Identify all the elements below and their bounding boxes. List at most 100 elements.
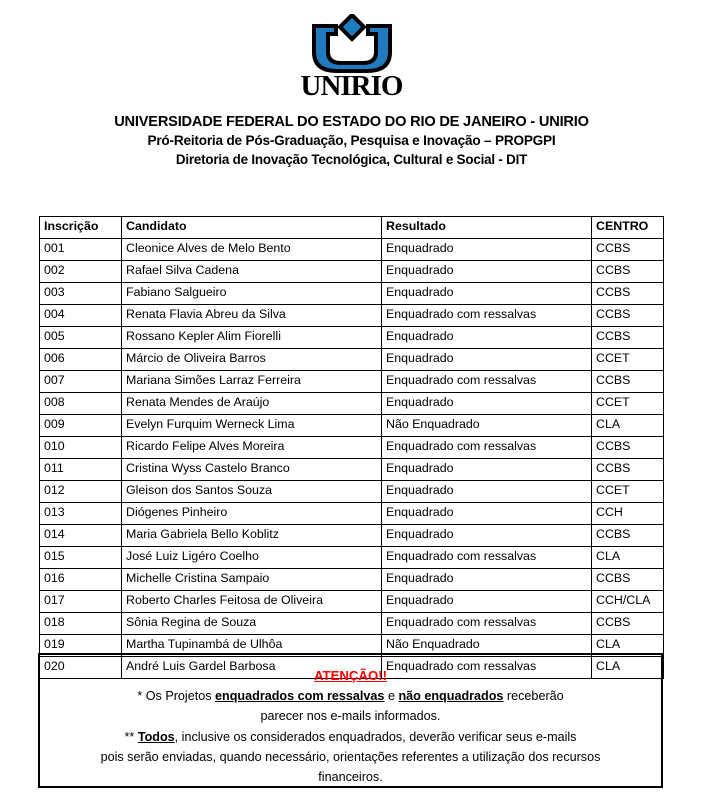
cell-inscricao: 002 [39,260,122,283]
column-header-resultado: Resultado [381,216,592,239]
cell-candidato: Rafael Silva Cadena [121,260,382,283]
unirio-wordmark: UNIRIO [300,70,404,102]
cell-resultado: Enquadrado [381,282,592,305]
results-table: Inscrição Candidato Resultado CENTRO 001… [39,216,664,679]
table-row: 002 Rafael Silva Cadena Enquadrado CCBS [39,260,664,283]
table-row: 020 André Luis Gardel Barbosa Enquadrado c… [39,656,664,679]
cell-centro: CCBS [591,304,664,327]
cell-resultado: Enquadrado [381,480,592,503]
cell-centro: CCBS [591,326,664,349]
cell-candidato: Renata Mendes de Araújo [121,392,382,415]
cell-inscricao: 016 [39,568,122,591]
cell-centro: CCET [591,480,664,503]
cell-inscricao: 004 [39,304,122,327]
cell-inscricao: 003 [39,282,122,305]
cell-inscricao: 007 [39,370,122,393]
cell-candidato: Mariana Simões Larraz Ferreira [121,370,382,393]
cell-inscricao: 013 [39,502,122,525]
cell-inscricao: 012 [39,480,122,503]
cell-resultado: Enquadrado [381,326,592,349]
cell-candidato: Ricardo Felipe Alves Moreira [121,436,382,459]
table-row: 004 Renata Flavia Abreu da Silva Enquadrad… [39,304,664,327]
cell-candidato: André Luis Gardel Barbosa [121,656,382,679]
attention-title: ATENÇÃO!! [313,668,387,683]
unirio-logo-block: UNIRIO [0,14,703,101]
cell-inscricao: 017 [39,590,122,613]
cell-centro: CCBS [591,260,664,283]
cell-centro: CCH/CLA [591,590,664,613]
cell-resultado: Enquadrado [381,238,592,261]
cell-resultado: Não Enquadrado [381,414,592,437]
cell-centro: CLA [591,414,664,437]
cell-resultado: Enquadrado [381,502,592,525]
attention-line1-part-c: e [384,688,399,703]
attention-line3-part-a: ** [124,729,138,744]
cell-centro: CLA [591,656,664,679]
cell-resultado: Enquadrado [381,568,592,591]
cell-candidato: Diógenes Pinheiro [121,502,382,525]
attention-title-row: ATENÇÃO!! [40,666,661,686]
table-row: 017 Roberto Charles Feitosa de Oliveira En… [39,590,664,613]
cell-resultado: Enquadrado com ressalvas [381,304,592,327]
cell-inscricao: 006 [39,348,122,371]
attention-line-3: ** Todos, inclusive os considerados enqu… [40,727,661,747]
attention-box: ATENÇÃO!! * Os Projetos enquadrados com … [38,653,663,788]
table-row: 015 José Luiz Ligéro Coelho Enquadrado com… [39,546,664,569]
cell-centro: CCBS [591,458,664,481]
cell-centro: CCBS [591,612,664,635]
cell-centro: CCBS [591,282,664,305]
cell-inscricao: 020 [39,656,122,679]
attention-line-5: financeiros. [318,770,383,785]
cell-resultado: Enquadrado [381,392,592,415]
table-row: 010 Ricardo Felipe Alves Moreira Enquadrad… [39,436,664,459]
cell-inscricao: 018 [39,612,122,635]
cell-candidato: Sônia Regina de Souza [121,612,382,635]
cell-inscricao: 005 [39,326,122,349]
attention-line3-emphasis-todos: Todos [137,729,175,744]
cell-inscricao: 015 [39,546,122,569]
institution-name: UNIVERSIDADE FEDERAL DO ESTADO DO RIO DE… [114,114,589,130]
proreitoria-name: Pró-Reitoria de Pós-Graduação, Pesquisa … [147,133,556,149]
cell-resultado: Enquadrado [381,590,592,613]
table-row: 013 Diógenes Pinheiro Enquadrado CCH [39,502,664,525]
attention-line1-emphasis-ressalvas: enquadrados com ressalvas [215,688,385,703]
cell-candidato: Roberto Charles Feitosa de Oliveira [121,590,382,613]
cell-resultado: Enquadrado com ressalvas [381,436,592,459]
column-header-inscricao: Inscrição [39,216,122,239]
cell-centro: CCET [591,392,664,415]
attention-line1-part-e: receberão [503,688,564,703]
table-row: 005 Rossano Kepler Alim Fiorelli Enquadrad… [39,326,664,349]
cell-inscricao: 009 [39,414,122,437]
cell-resultado: Enquadrado com ressalvas [381,656,592,679]
column-header-candidato: Candidato [121,216,382,239]
cell-candidato: José Luiz Ligéro Coelho [121,546,382,569]
cell-resultado: Enquadrado com ressalvas [381,546,592,569]
cell-centro: CLA [591,546,664,569]
table-row: 012 Gleison dos Santos Souza Enquadrado CCE… [39,480,664,503]
cell-centro: CCBS [591,436,664,459]
table-row: 016 Michelle Cristina Sampaio Enquadrado CC… [39,568,664,591]
table-row: 006 Márcio de Oliveira Barros Enquadrado CC… [39,348,664,371]
cell-centro: CCBS [591,524,664,547]
cell-resultado: Enquadrado [381,348,592,371]
table-row: 003 Fabiano Salgueiro Enquadrado CCBS [39,282,664,305]
table-header-row: Inscrição Candidato Resultado CENTRO [39,216,664,239]
column-header-centro: CENTRO [591,216,664,239]
attention-line-2: parecer nos e-mails informados. [260,709,441,724]
cell-candidato: Cristina Wyss Castelo Branco [121,458,382,481]
cell-candidato: Gleison dos Santos Souza [121,480,382,503]
document-headings: UNIVERSIDADE FEDERAL DO ESTADO DO RIO DE… [0,112,703,169]
unirio-u-diamond-icon [311,14,392,73]
diretoria-name: Diretoria de Inovação Tecnológica, Cultu… [175,151,528,167]
attention-line1-part-a: * Os Projetos [137,688,216,703]
table-row: 014 Maria Gabriela Bello Koblitz Enquadrad… [39,524,664,547]
cell-candidato: Maria Gabriela Bello Koblitz [121,524,382,547]
cell-candidato: Márcio de Oliveira Barros [121,348,382,371]
table-row: 009 Evelyn Furquim Werneck Lima Não Enquad… [39,414,664,437]
attention-line3-part-c: , inclusive os considerados enquadrados,… [174,729,577,744]
attention-line1-emphasis-nao-enquadrados: não enquadrados [398,688,504,703]
cell-centro: CCBS [591,238,664,261]
cell-resultado: Enquadrado com ressalvas [381,370,592,393]
attention-line-1: * Os Projetos enquadrados com ressalvas … [40,686,661,706]
cell-centro: CCBS [591,568,664,591]
